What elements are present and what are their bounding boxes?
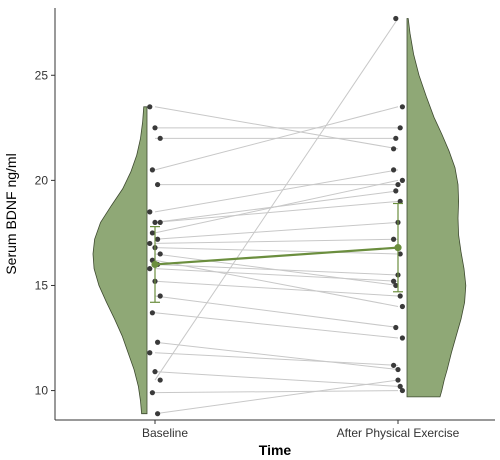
violins [92,18,467,415]
point-baseline-4 [155,181,161,188]
y-tick-label-3: 25 [35,68,49,82]
pair-lines [154,18,399,415]
pair-line-23 [154,390,399,394]
x-ticks: Baseline After Physical Exercise [142,420,460,440]
point-baseline-12 [157,251,163,257]
y-tick-label-2: 20 [35,173,49,187]
point-after-8 [399,177,405,183]
y-axis-title: Serum BDNF ng/ml [3,153,19,274]
point-after-12 [393,282,399,289]
pair-line-18 [154,312,399,339]
point-baseline-23 [149,390,155,396]
point-after-10 [391,236,397,242]
point-baseline-8 [149,230,155,236]
pair-line-17 [154,295,399,329]
point-after-11 [397,251,403,257]
point-baseline-1 [152,125,158,131]
point-after-20 [391,362,397,368]
point-after-4 [395,181,401,188]
pair-line-11 [154,247,399,255]
y-tick-label-1: 15 [35,278,49,292]
data-points [147,15,405,417]
pair-line-15 [154,268,399,282]
pair-line-9 [154,221,399,240]
point-after-5 [391,167,397,173]
pair-line-24 [154,379,399,415]
point-baseline-2 [157,135,163,141]
point-baseline-7 [157,219,163,226]
point-after-7 [393,188,399,194]
pair-line-8 [154,179,399,234]
y-tick-label-0: 10 [35,384,49,398]
point-after-16 [397,293,403,299]
point-after-22 [393,15,399,22]
y-ticks: 10 15 20 25 [35,68,55,398]
point-after-15 [391,278,397,284]
pair-line-10 [154,238,399,244]
point-after-18 [399,335,405,341]
point-baseline-18 [149,310,155,316]
x-axis-title: Time [259,442,292,458]
point-baseline-22 [157,377,163,383]
mean-point-1 [394,244,402,252]
mean-summary [150,202,403,303]
violin-1 [406,18,467,398]
pair-line-3 [154,106,399,171]
point-baseline-20 [147,350,153,356]
point-baseline-0 [147,104,153,110]
mean-point-0 [151,260,159,269]
point-baseline-6 [152,219,158,226]
point-baseline-3 [149,167,155,173]
violin-0 [92,106,148,415]
pair-line-6 [154,200,399,223]
point-after-21 [397,383,403,389]
point-after-2 [393,135,399,141]
pair-line-21 [154,371,399,387]
point-after-13 [399,303,405,310]
axes [54,8,495,421]
pair-line-22 [154,18,399,381]
point-baseline-24 [155,411,161,417]
point-baseline-15 [147,266,153,272]
point-after-0 [391,146,397,152]
point-baseline-19 [155,339,161,345]
point-after-23 [399,387,405,394]
pair-line-20 [154,352,399,366]
point-after-3 [399,104,405,110]
point-baseline-10 [147,240,153,247]
x-tick-label-1: After Physical Exercise [337,426,460,440]
pair-line-16 [154,280,399,297]
pair-line-19 [154,341,399,371]
point-after-6 [397,198,403,204]
pair-line-14 [154,263,399,276]
point-after-19 [395,366,401,373]
point-baseline-17 [157,293,163,299]
mean-line [154,246,399,266]
point-after-17 [393,324,399,331]
point-baseline-5 [147,209,153,215]
x-tick-label-0: Baseline [142,426,188,440]
point-after-24 [395,377,401,383]
pair-line-13 [154,259,399,307]
point-baseline-21 [152,369,158,375]
pair-line-5 [154,169,399,213]
point-after-1 [397,125,403,131]
point-baseline-9 [155,236,161,242]
